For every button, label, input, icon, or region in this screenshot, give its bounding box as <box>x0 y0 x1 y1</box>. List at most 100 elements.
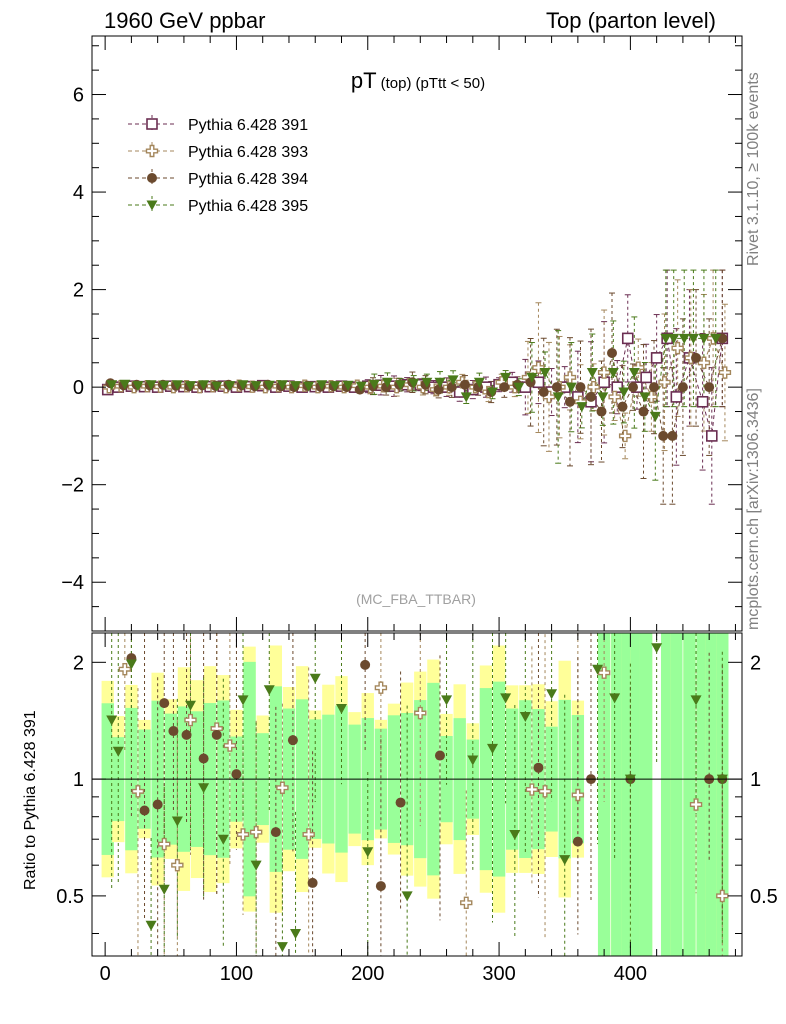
data-point <box>158 380 170 391</box>
data-point <box>597 392 609 403</box>
ratio-y-tick-label: 0.5 <box>750 886 778 908</box>
data-point <box>670 391 683 403</box>
data-point <box>660 333 672 344</box>
ratio-point <box>467 755 479 766</box>
ratio-point <box>690 695 702 706</box>
data-point <box>395 380 407 391</box>
ratio-point <box>168 726 179 737</box>
ratio-point <box>184 700 196 711</box>
data-point <box>368 379 380 390</box>
ratio-point <box>335 704 347 715</box>
ratio-point <box>250 860 262 871</box>
y-tick-label: 2 <box>73 280 84 302</box>
ratio-point <box>171 858 184 872</box>
data-point <box>276 380 288 391</box>
ratio-point <box>592 664 604 675</box>
ratio-point <box>414 706 427 720</box>
y-tick-label: 4 <box>73 182 84 204</box>
legend-label: Pythia 6.428 393 <box>188 144 308 161</box>
y-tick-label: 6 <box>73 85 84 107</box>
data-point <box>198 380 210 391</box>
data-point <box>453 386 466 398</box>
data-point <box>621 332 634 345</box>
ratio-point <box>374 681 388 694</box>
data-point <box>640 371 652 384</box>
main-frame <box>91 35 743 632</box>
data-point <box>668 333 680 344</box>
data-point <box>565 382 577 393</box>
data-point <box>618 429 632 443</box>
ratio-point <box>270 827 281 838</box>
data-point <box>132 381 144 392</box>
legend-marker <box>146 200 158 211</box>
data-point <box>705 430 718 442</box>
ratio-band-stat <box>639 633 653 956</box>
ratio-markers <box>106 643 729 953</box>
data-point <box>658 376 671 389</box>
ratio-point <box>360 659 371 670</box>
data-point <box>575 382 586 393</box>
ratio-point <box>184 713 197 727</box>
x-tick-label: 400 <box>614 963 647 985</box>
legend-marker <box>145 144 159 158</box>
data-point <box>649 382 660 393</box>
y-tick-label: −4 <box>61 572 84 594</box>
ratio-point <box>362 847 374 858</box>
data-point <box>638 406 649 417</box>
ratio-point <box>236 828 250 841</box>
data-point <box>459 379 470 390</box>
data-point <box>552 392 564 403</box>
data-point <box>526 372 538 383</box>
ratio-point <box>500 693 512 704</box>
ratio-point <box>651 643 663 654</box>
ratio-band-stat <box>597 633 611 956</box>
ratio-point <box>171 816 183 827</box>
data-point <box>342 380 354 391</box>
data-point <box>211 381 223 392</box>
data-point <box>316 380 328 391</box>
mcplots-label: mcplots.cern.ch [arXiv:1306.3436] <box>745 388 762 630</box>
ratio-point <box>231 769 242 780</box>
data-point <box>106 380 118 391</box>
legend-label: Pythia 6.428 395 <box>188 198 308 215</box>
data-point <box>658 430 669 441</box>
data-point <box>667 430 678 441</box>
data-point <box>551 382 562 393</box>
data-point <box>434 377 446 388</box>
data-point <box>473 377 485 388</box>
main-markers <box>101 332 732 443</box>
data-point <box>303 381 315 392</box>
ratio-frame <box>91 632 743 957</box>
legend-marker <box>146 118 158 130</box>
data-point <box>586 368 598 379</box>
y-tick-label: −2 <box>61 475 84 497</box>
data-point <box>145 380 157 391</box>
data-point <box>678 333 690 344</box>
data-point <box>421 377 433 388</box>
data-point <box>408 378 420 389</box>
ratio-point <box>118 662 132 676</box>
ratio-point <box>152 799 163 810</box>
data-point <box>698 333 710 344</box>
x-tick-label: 300 <box>482 963 515 985</box>
data-point <box>487 387 499 398</box>
x-tick-label: 0 <box>100 963 111 985</box>
data-point <box>585 391 596 402</box>
data-point <box>710 333 722 344</box>
data-point <box>539 368 551 379</box>
ratio-point <box>223 739 237 752</box>
legend: Pythia 6.428 391 Pythia 6.428 393 Pythia 6… <box>128 115 308 215</box>
ratio-point <box>198 753 209 764</box>
ratio-point <box>145 920 157 931</box>
ratio-y-tick-label: 1 <box>750 769 761 791</box>
ratio-point <box>689 798 703 811</box>
y-tick-label: 0 <box>73 377 84 399</box>
ratio-point <box>237 695 249 706</box>
ratio-point <box>302 828 315 841</box>
x-tick-label: 200 <box>351 963 384 985</box>
data-point <box>538 387 549 398</box>
data-point <box>596 406 607 417</box>
ratio-point <box>287 735 298 746</box>
ratio-point <box>112 746 124 757</box>
data-point <box>224 381 236 392</box>
